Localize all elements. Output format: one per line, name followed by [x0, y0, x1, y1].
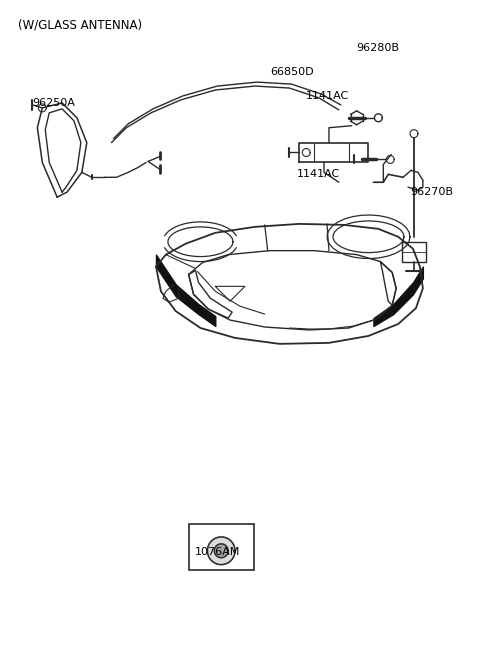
Text: (W/GLASS ANTENNA): (W/GLASS ANTENNA)	[18, 18, 142, 31]
Text: 96250A: 96250A	[33, 98, 75, 108]
Bar	[402, 242, 426, 262]
Text: 1141AC: 1141AC	[306, 91, 349, 101]
Text: 1141AC: 1141AC	[296, 169, 339, 179]
Text: 66850D: 66850D	[271, 67, 314, 77]
Text: 96280B: 96280B	[357, 43, 400, 53]
Text: 1076AM: 1076AM	[194, 547, 240, 557]
Polygon shape	[215, 544, 228, 558]
Bar	[189, 524, 254, 570]
Text: 96270B: 96270B	[410, 187, 453, 197]
Polygon shape	[207, 537, 235, 565]
